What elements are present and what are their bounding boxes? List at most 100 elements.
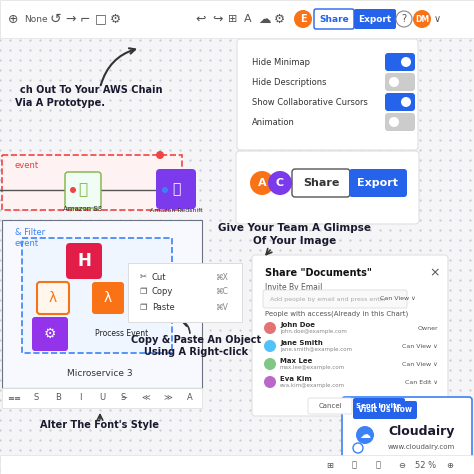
FancyBboxPatch shape xyxy=(0,455,474,474)
Text: ⚙: ⚙ xyxy=(44,327,56,341)
Text: 📷: 📷 xyxy=(375,461,381,470)
Text: Paste: Paste xyxy=(152,302,175,311)
Text: Amazon Redshift: Amazon Redshift xyxy=(150,208,202,212)
Text: ?: ? xyxy=(401,14,407,24)
FancyBboxPatch shape xyxy=(342,397,472,463)
Circle shape xyxy=(264,358,276,370)
Text: Max Lee: Max Lee xyxy=(280,358,312,364)
Text: Amazon S3: Amazon S3 xyxy=(64,206,103,212)
Text: Using A Right-click: Using A Right-click xyxy=(144,347,248,357)
FancyBboxPatch shape xyxy=(22,238,172,353)
Text: Can View ∨: Can View ∨ xyxy=(402,362,438,366)
Text: Eva Kim: Eva Kim xyxy=(280,376,312,382)
FancyBboxPatch shape xyxy=(0,0,474,38)
Text: Hide Minimap: Hide Minimap xyxy=(252,57,310,66)
Text: ☁: ☁ xyxy=(359,430,371,440)
Text: ×: × xyxy=(430,266,440,280)
FancyBboxPatch shape xyxy=(263,290,407,308)
FancyBboxPatch shape xyxy=(237,39,418,150)
Text: ⊞: ⊞ xyxy=(327,461,334,470)
Text: Send Invite: Send Invite xyxy=(356,403,401,409)
Text: ∨: ∨ xyxy=(434,14,441,24)
Text: Process Event: Process Event xyxy=(95,329,148,338)
Text: ⌘X: ⌘X xyxy=(215,273,228,282)
Text: ❐: ❐ xyxy=(140,302,147,311)
Text: ⚙: ⚙ xyxy=(110,12,121,26)
Circle shape xyxy=(401,57,411,67)
Text: john.doe@example.com: john.doe@example.com xyxy=(280,329,347,335)
Text: Copy: Copy xyxy=(152,288,173,297)
FancyBboxPatch shape xyxy=(92,282,124,314)
Circle shape xyxy=(70,187,76,193)
Text: ⊕: ⊕ xyxy=(447,461,454,470)
Text: Visit Us Now: Visit Us Now xyxy=(358,405,412,414)
Text: A: A xyxy=(187,393,193,402)
Text: www.cloudairy.com: www.cloudairy.com xyxy=(388,444,455,450)
Circle shape xyxy=(389,117,399,127)
Text: ⚙: ⚙ xyxy=(274,12,285,26)
Text: ↪: ↪ xyxy=(212,12,222,26)
Circle shape xyxy=(268,171,292,195)
Text: H: H xyxy=(77,252,91,270)
Circle shape xyxy=(413,10,431,28)
Text: 📊: 📊 xyxy=(172,182,180,196)
Text: DM: DM xyxy=(415,15,429,24)
Circle shape xyxy=(401,97,411,107)
FancyBboxPatch shape xyxy=(314,9,354,29)
Circle shape xyxy=(294,10,312,28)
Circle shape xyxy=(156,151,164,159)
Text: ≫: ≫ xyxy=(164,393,173,402)
Text: ≡≡: ≡≡ xyxy=(7,393,21,402)
Circle shape xyxy=(396,11,412,27)
FancyBboxPatch shape xyxy=(385,53,415,71)
Text: Hide Descriptions: Hide Descriptions xyxy=(252,78,327,86)
Text: ⊖: ⊖ xyxy=(399,461,405,470)
Text: ⌘V: ⌘V xyxy=(215,302,228,311)
Text: A: A xyxy=(244,14,252,24)
Text: None: None xyxy=(24,15,47,24)
Text: Can View ∨: Can View ∨ xyxy=(402,344,438,348)
Text: ⌘C: ⌘C xyxy=(215,288,228,297)
Text: Cancel: Cancel xyxy=(318,403,342,409)
Text: eva.kim@example.com: eva.kim@example.com xyxy=(280,383,345,389)
Text: Can View ∨: Can View ∨ xyxy=(380,297,416,301)
Text: Share: Share xyxy=(303,178,339,188)
Text: Cut: Cut xyxy=(152,273,166,282)
Text: 🪣: 🪣 xyxy=(78,182,88,198)
FancyBboxPatch shape xyxy=(252,255,448,416)
Text: ↺: ↺ xyxy=(50,12,62,26)
Text: ⊞: ⊞ xyxy=(228,14,237,24)
Text: Animation: Animation xyxy=(252,118,295,127)
Circle shape xyxy=(356,426,374,444)
Text: S̶: S̶ xyxy=(121,393,127,402)
FancyBboxPatch shape xyxy=(385,93,415,111)
FancyBboxPatch shape xyxy=(385,73,415,91)
FancyBboxPatch shape xyxy=(385,113,415,131)
FancyBboxPatch shape xyxy=(37,282,69,314)
Text: event: event xyxy=(15,238,39,247)
FancyBboxPatch shape xyxy=(354,9,396,29)
Text: event: event xyxy=(15,161,39,170)
FancyBboxPatch shape xyxy=(349,169,407,197)
Text: S: S xyxy=(33,393,38,402)
Text: Jane Smith: Jane Smith xyxy=(280,340,323,346)
Text: Owner: Owner xyxy=(418,326,438,330)
Text: Cloudairy: Cloudairy xyxy=(388,425,455,438)
FancyBboxPatch shape xyxy=(236,151,419,224)
Text: E: E xyxy=(300,14,306,24)
Text: ↩: ↩ xyxy=(195,12,206,26)
Text: Add people by email and press enter: Add people by email and press enter xyxy=(270,297,386,301)
Text: Show Collaborative Cursors: Show Collaborative Cursors xyxy=(252,98,368,107)
Text: Export: Export xyxy=(357,178,399,188)
Text: ✂: ✂ xyxy=(140,273,147,282)
Text: →: → xyxy=(65,12,75,26)
Text: Alter The Font's Style: Alter The Font's Style xyxy=(40,420,159,430)
Text: Copy & Paste An Object: Copy & Paste An Object xyxy=(131,335,261,345)
Text: A: A xyxy=(258,178,266,188)
Text: ch Out To Your AWS Chain: ch Out To Your AWS Chain xyxy=(20,85,163,95)
FancyBboxPatch shape xyxy=(66,243,102,279)
Text: Of Your Image: Of Your Image xyxy=(254,236,337,246)
Circle shape xyxy=(264,376,276,388)
Text: Invite By Email: Invite By Email xyxy=(265,283,322,292)
FancyBboxPatch shape xyxy=(65,172,101,208)
